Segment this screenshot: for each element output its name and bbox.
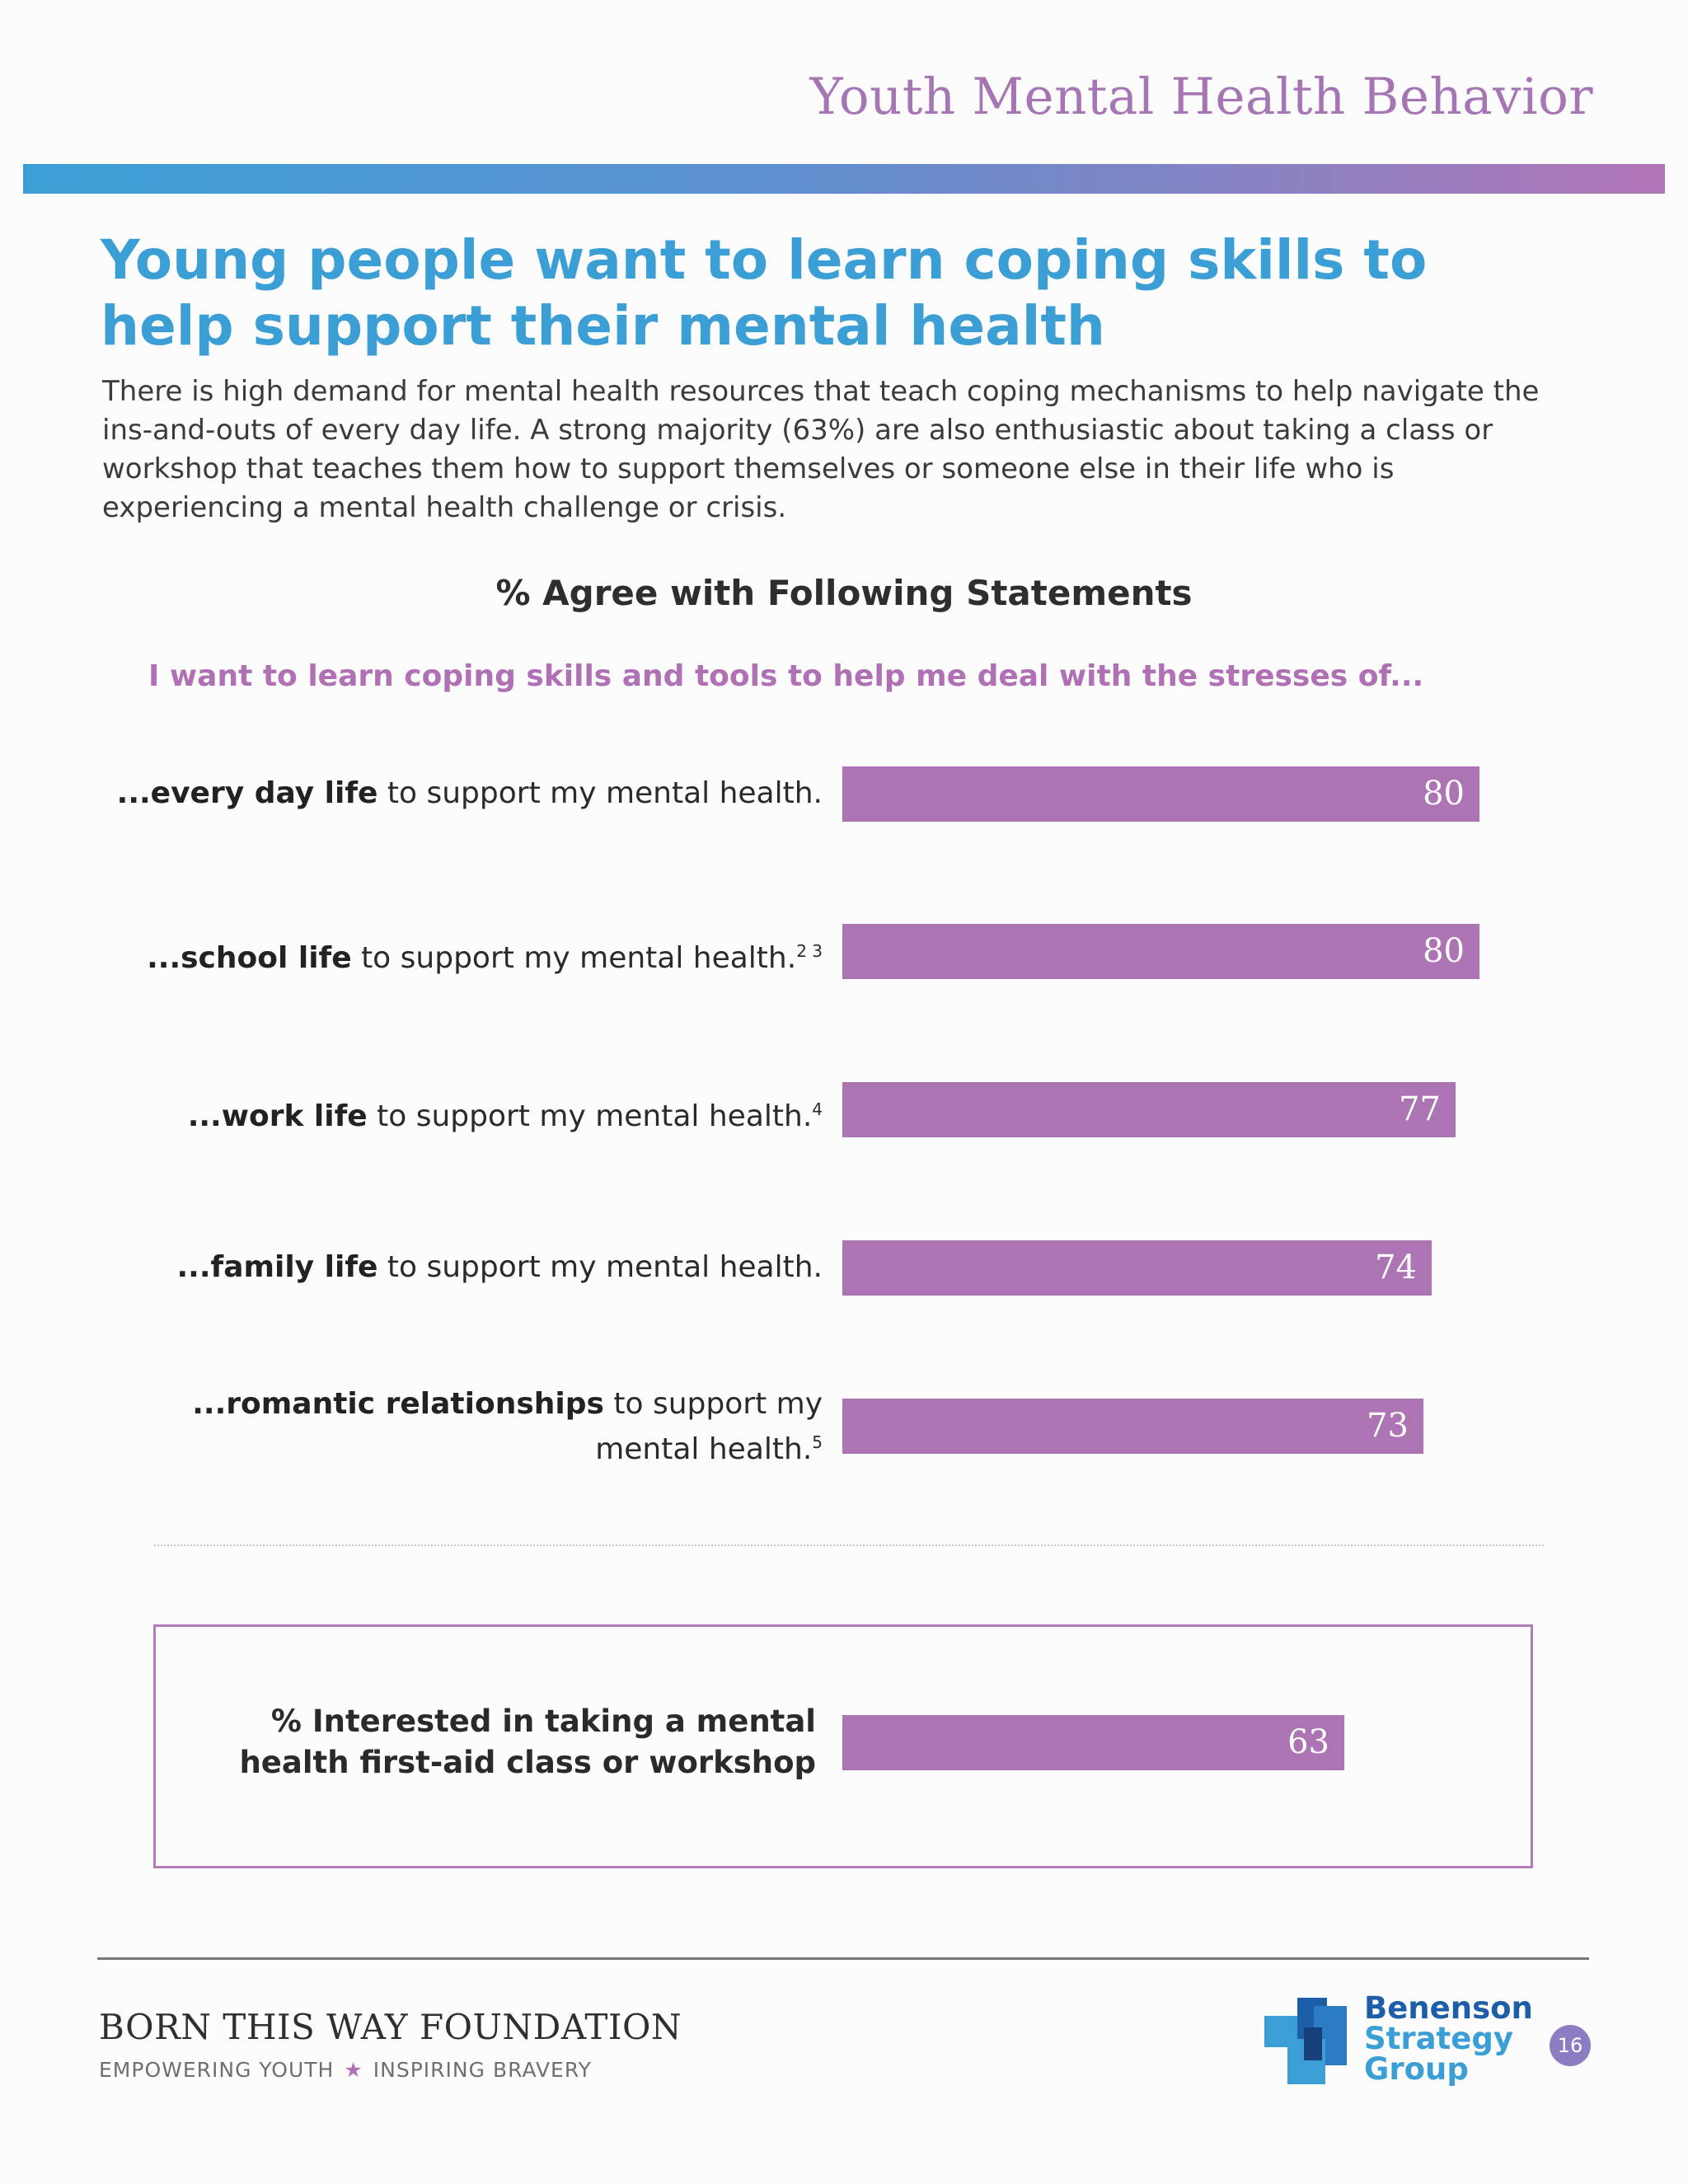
intro-paragraph: There is high demand for mental health r…: [102, 375, 1540, 524]
logo-line-3: Group: [1364, 2051, 1469, 2087]
bar: 80: [842, 766, 1479, 822]
section-divider: [154, 1544, 1544, 1546]
page-title: Young people want to learn coping skills…: [101, 228, 1428, 358]
bar-label: ...romantic relationships to support my …: [192, 1387, 823, 1466]
bar: 74: [842, 1240, 1432, 1296]
bar-value-label: 74: [1375, 1249, 1417, 1286]
bar-label: ...family life to support my mental heal…: [176, 1250, 823, 1284]
footer-divider: [97, 1957, 1589, 1960]
footer-tagline: EMPOWERING YOUTH ★ INSPIRING BRAVERY: [99, 2058, 592, 2082]
star-icon: ★: [344, 2058, 363, 2082]
callout-bar-value: 63: [1287, 1723, 1329, 1761]
bar-label: ...school life to support my mental heal…: [147, 941, 823, 975]
bar-value-label: 80: [1423, 932, 1465, 970]
benenson-logo-icon: [1264, 1998, 1347, 2084]
callout-bar: 63: [842, 1715, 1344, 1770]
logo-line-1: Benenson: [1364, 1990, 1533, 2026]
tagline-right: INSPIRING BRAVERY: [373, 2058, 592, 2082]
chart-subtitle: I want to learn coping skills and tools …: [148, 659, 1424, 693]
header-gradient-bar: [23, 164, 1665, 194]
bar-value-label: 80: [1423, 775, 1465, 813]
bar: 80: [842, 924, 1479, 979]
footer-organization: BORN THIS WAY FOUNDATION: [99, 2007, 682, 2047]
callout-box: [153, 1624, 1533, 1868]
chart-title: % Agree with Following Statements: [495, 573, 1193, 613]
page-number-badge: 16: [1550, 2025, 1591, 2066]
tagline-left: EMPOWERING YOUTH: [99, 2058, 335, 2082]
bar-value-label: 77: [1399, 1090, 1441, 1128]
header-title: Youth Mental Health Behavior: [809, 68, 1593, 126]
bar-value-label: 73: [1367, 1407, 1409, 1445]
logo-line-2: Strategy: [1364, 2021, 1513, 2056]
callout-label: % Interested in taking a mental health f…: [239, 1704, 816, 1780]
bar-label: ...every day life to support my mental h…: [116, 776, 823, 810]
benenson-logo-text: Benenson Strategy Group: [1364, 1993, 1533, 2084]
bar: 73: [842, 1399, 1423, 1454]
bar: 77: [842, 1082, 1456, 1137]
bar-label: ...work life to support my mental health…: [187, 1099, 823, 1133]
